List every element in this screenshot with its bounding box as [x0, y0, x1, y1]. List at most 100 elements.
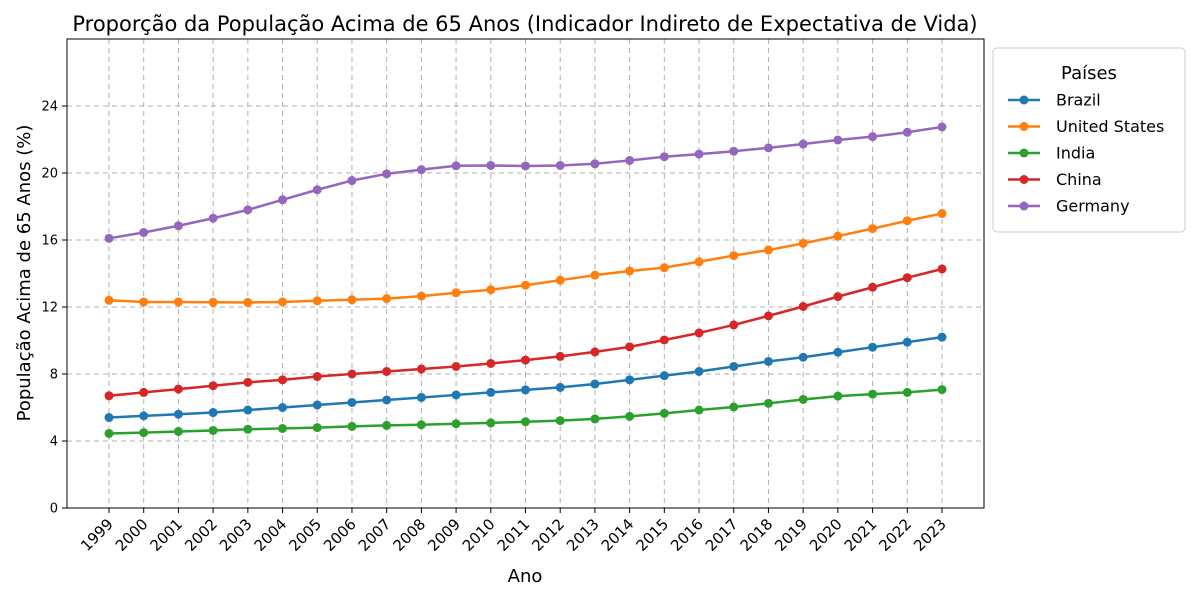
data-point-china: [139, 387, 149, 397]
data-point-germany: [173, 221, 183, 231]
data-point-brazil: [729, 361, 739, 371]
data-point-brazil: [555, 382, 565, 392]
y-tick-label: 12: [41, 301, 58, 316]
x-tick-label: 2006: [320, 515, 360, 555]
data-point-china: [382, 366, 392, 376]
series-layer: [104, 122, 947, 438]
x-tick-label: 2014: [598, 515, 638, 555]
data-point-brazil: [416, 392, 426, 402]
x-tick-label: 2000: [112, 515, 152, 555]
legend-items: Brazil United States India China Germany: [1008, 91, 1164, 216]
x-tick-label: 2009: [424, 515, 464, 555]
data-point-india: [382, 420, 392, 430]
data-point-china: [659, 335, 669, 345]
data-point-brazil: [763, 356, 773, 366]
data-point-united-states: [868, 224, 878, 234]
legend-swatch-marker: [1019, 122, 1029, 131]
data-point-india: [868, 389, 878, 399]
data-point-united-states: [902, 216, 912, 226]
data-point-china: [902, 273, 912, 283]
data-point-india: [104, 428, 114, 438]
legend-label: Germany: [1056, 197, 1130, 216]
x-axis: 1999200020012002200320042005200620072008…: [77, 508, 950, 555]
legend-item-india: India: [1008, 144, 1095, 163]
data-point-united-states: [937, 209, 947, 219]
data-point-china: [590, 347, 600, 357]
data-point-united-states: [729, 251, 739, 261]
y-tick-label: 20: [41, 167, 58, 182]
data-point-united-states: [416, 291, 426, 301]
data-point-india: [902, 387, 912, 397]
data-point-india: [937, 385, 947, 395]
x-tick-label: 2018: [737, 515, 777, 555]
legend-swatch-marker: [1019, 148, 1029, 158]
data-point-germany: [243, 205, 253, 215]
y-tick-label: 8: [50, 368, 58, 383]
data-point-brazil: [625, 375, 635, 385]
data-point-germany: [278, 195, 288, 205]
legend-title: Países: [1061, 63, 1117, 84]
data-point-united-states: [659, 263, 669, 273]
data-point-india: [729, 402, 739, 412]
data-point-germany: [694, 149, 704, 159]
data-point-germany: [833, 135, 843, 145]
data-point-brazil: [451, 390, 461, 400]
data-point-india: [659, 408, 669, 418]
data-point-germany: [416, 165, 426, 175]
data-point-china: [798, 301, 808, 311]
data-point-brazil: [243, 405, 253, 415]
data-point-india: [208, 425, 218, 435]
data-point-germany: [451, 161, 461, 171]
data-point-india: [139, 428, 149, 438]
data-point-india: [243, 424, 253, 434]
data-point-brazil: [659, 371, 669, 381]
legend-swatch-marker: [1019, 201, 1029, 211]
data-point-united-states: [382, 294, 392, 304]
data-point-india: [763, 398, 773, 408]
x-tick-label: 2013: [563, 515, 603, 555]
data-point-brazil: [312, 400, 322, 410]
data-point-china: [104, 391, 114, 401]
x-tick-label: 2007: [355, 515, 395, 555]
data-point-india: [312, 423, 322, 433]
data-point-united-states: [763, 245, 773, 255]
data-point-united-states: [798, 238, 808, 248]
x-tick-label: 2017: [702, 515, 742, 555]
data-point-india: [451, 419, 461, 429]
legend-swatch-marker: [1019, 95, 1029, 105]
legend-item-germany: Germany: [1008, 197, 1130, 216]
data-point-china: [347, 369, 357, 379]
data-point-united-states: [208, 297, 218, 307]
x-tick-label: 2012: [528, 515, 568, 555]
data-point-germany: [659, 152, 669, 162]
data-point-china: [937, 264, 947, 274]
data-point-brazil: [521, 385, 530, 395]
data-point-india: [416, 420, 426, 430]
data-point-brazil: [382, 395, 392, 405]
data-point-united-states: [555, 275, 565, 285]
legend-item-brazil: Brazil: [1008, 91, 1101, 110]
series-united-states: [104, 209, 947, 307]
data-point-china: [451, 361, 461, 371]
data-point-china: [312, 372, 322, 382]
data-point-germany: [937, 122, 947, 132]
data-point-united-states: [278, 297, 288, 307]
data-point-india: [486, 418, 496, 428]
data-point-germany: [104, 233, 114, 243]
data-point-brazil: [833, 347, 843, 357]
data-point-brazil: [104, 413, 114, 423]
data-point-india: [590, 414, 600, 424]
data-point-germany: [208, 213, 218, 223]
x-tick-label: 2002: [181, 515, 221, 555]
data-point-germany: [798, 139, 808, 149]
x-tick-label: 2004: [251, 515, 291, 555]
data-point-united-states: [590, 270, 600, 280]
legend-item-china: China: [1008, 170, 1102, 189]
legend-label: Brazil: [1056, 91, 1101, 110]
data-point-brazil: [347, 397, 357, 407]
series-india: [104, 385, 947, 438]
data-point-india: [278, 423, 288, 433]
data-point-brazil: [937, 332, 947, 342]
data-point-germany: [902, 127, 912, 137]
